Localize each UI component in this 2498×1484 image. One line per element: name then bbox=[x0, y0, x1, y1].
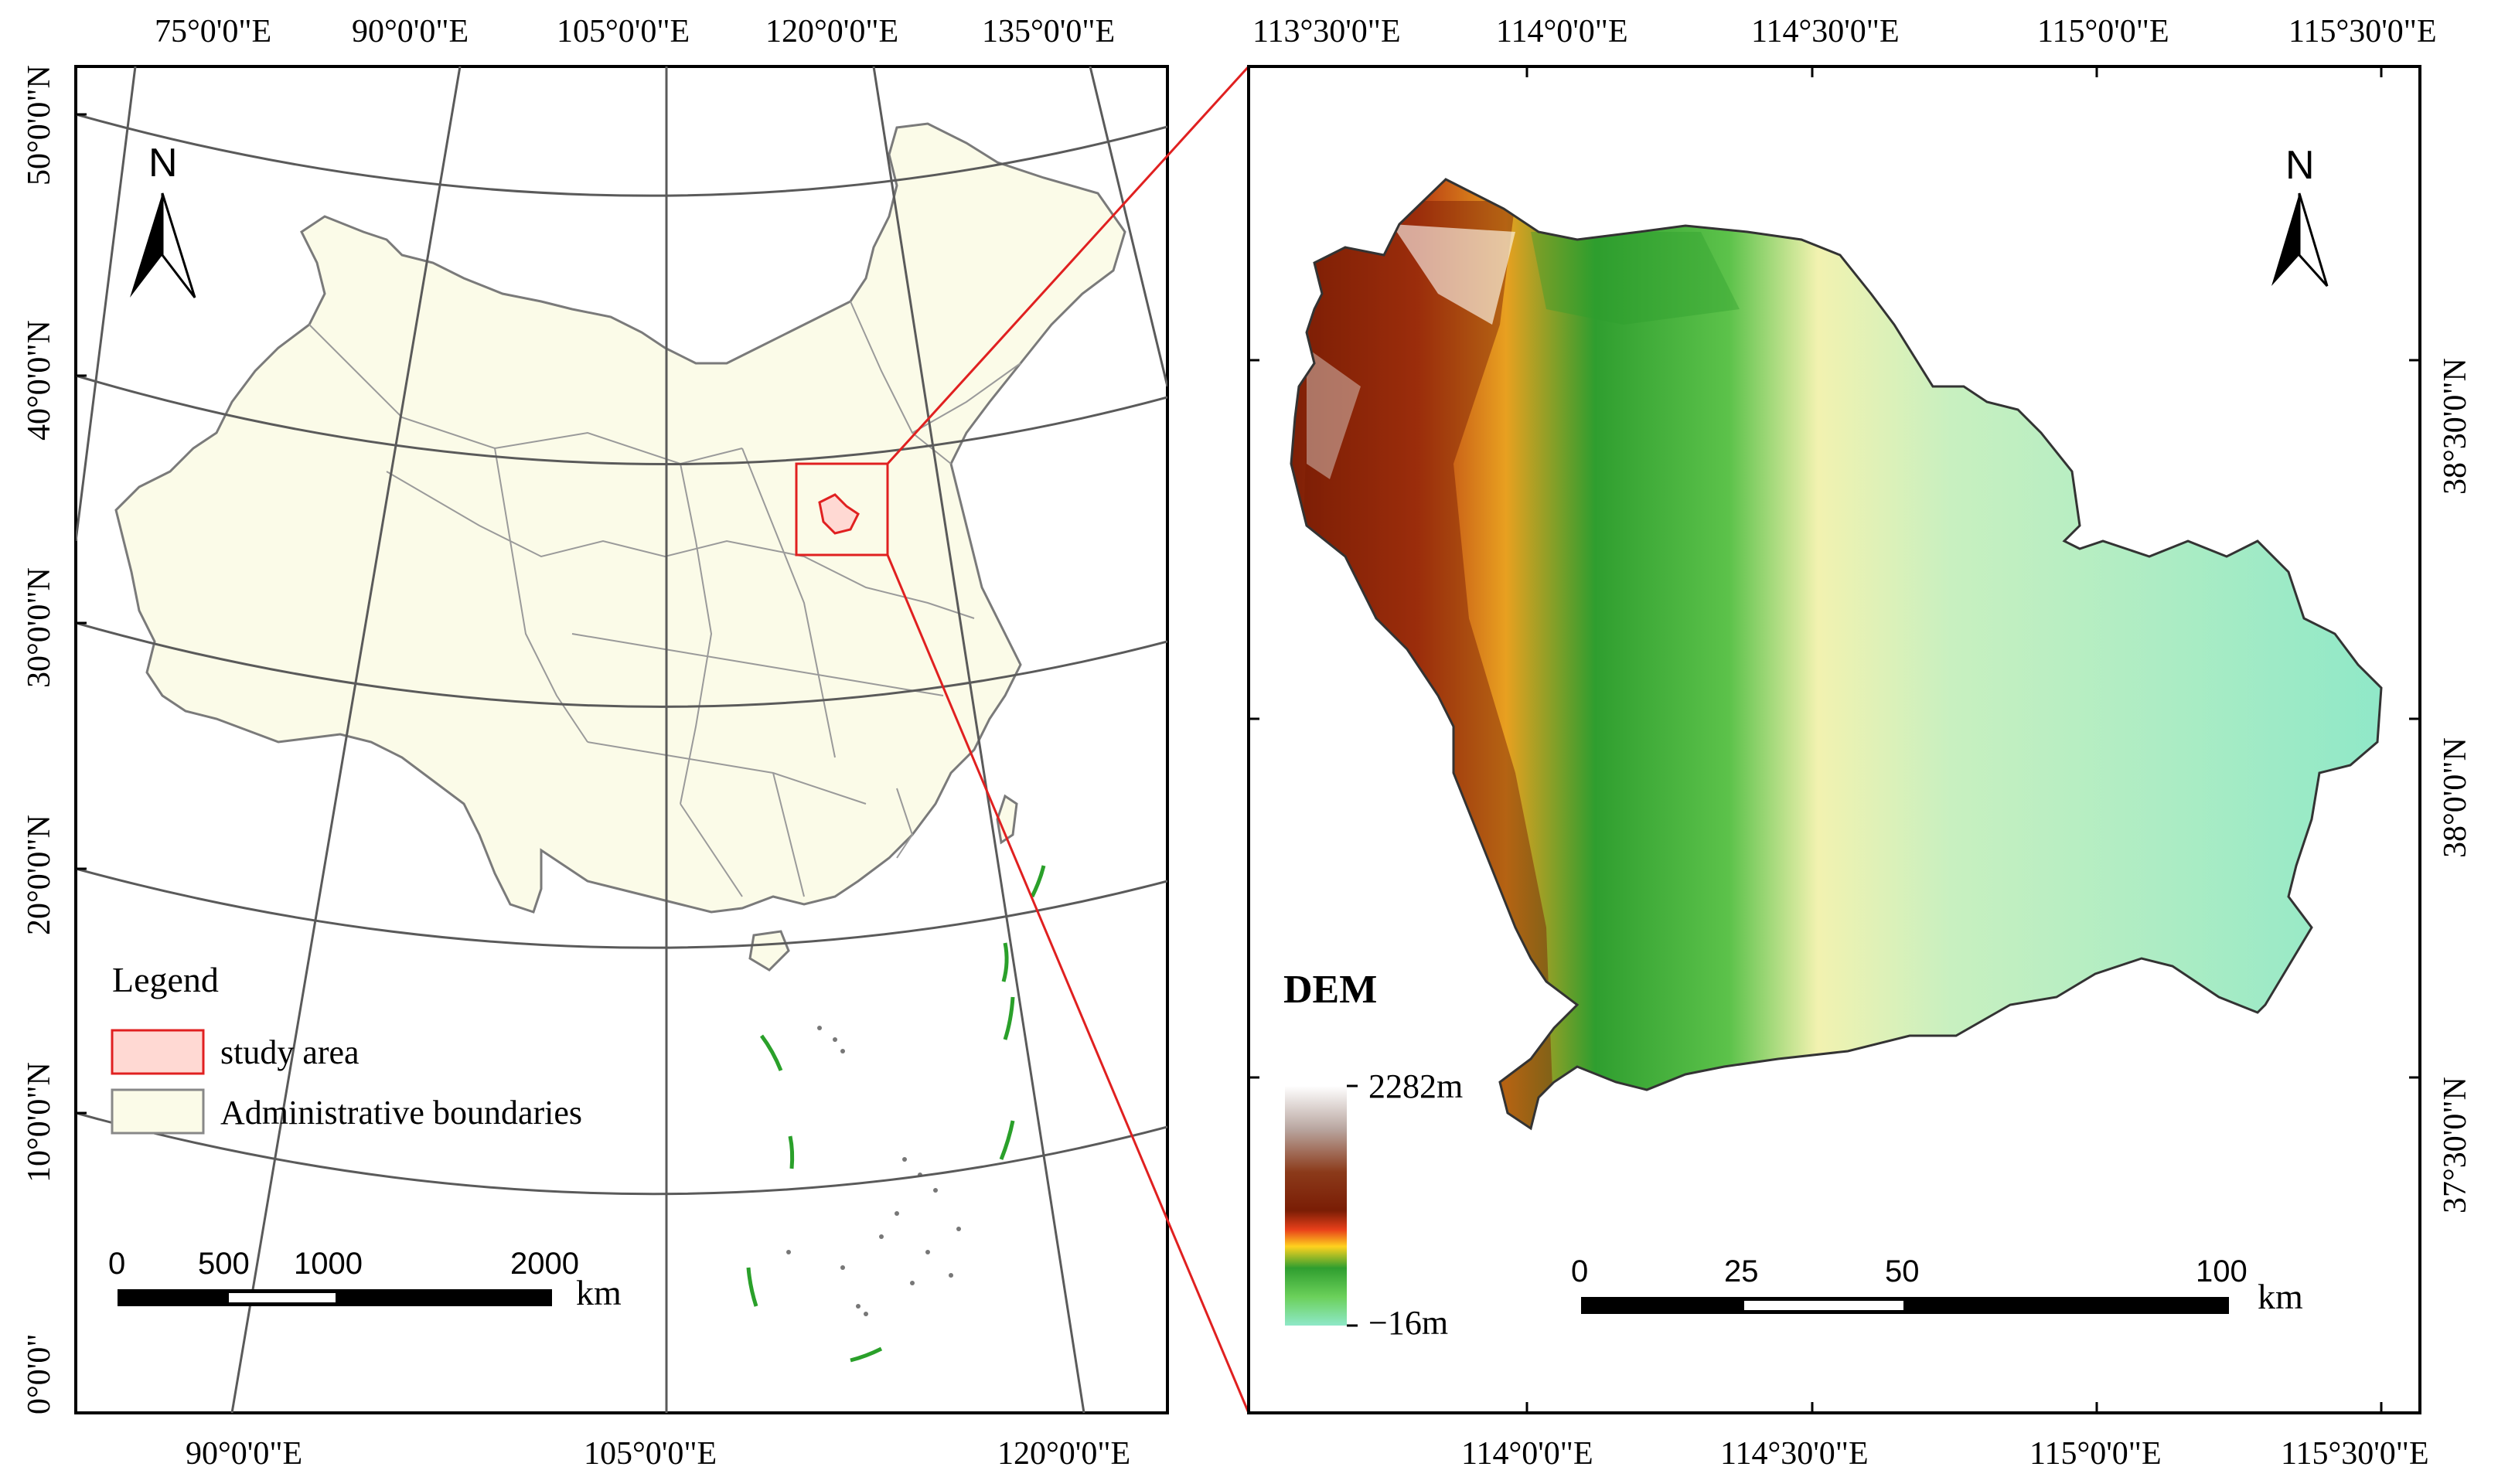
zoom-connector-top bbox=[886, 65, 1250, 465]
left-lat-label-50n: 50°0'0"N bbox=[22, 65, 57, 186]
left-scale-tick-2000: 2000 bbox=[510, 1247, 579, 1281]
right-scale-tick-100: 100 bbox=[2196, 1254, 2248, 1288]
right-scale-bar bbox=[1581, 1297, 2229, 1314]
right-bottom-label-115e: 115°0'0"E bbox=[2029, 1436, 2162, 1472]
south-sea-islands bbox=[746, 865, 1046, 1363]
right-top-label-115e: 115°0'0"E bbox=[2037, 14, 2169, 49]
right-top-label-114-30e: 114°30'0"E bbox=[1751, 14, 1900, 49]
right-bottom-label-114-30e: 114°30'0"E bbox=[1720, 1436, 1869, 1472]
dem-legend-title: DEM bbox=[1283, 968, 1378, 1012]
left-top-label-135e: 135°0'0"E bbox=[982, 14, 1116, 49]
right-top-label-114e: 114°0'0"E bbox=[1496, 14, 1628, 49]
left-top-label-90e: 90°0'0"E bbox=[352, 14, 469, 49]
left-bottom-label-120e: 120°0'0"E bbox=[997, 1436, 1131, 1472]
legend-title: Legend bbox=[112, 960, 219, 999]
right-north-arrow bbox=[2271, 192, 2329, 288]
right-top-label-113-30e: 113°30'0"E bbox=[1252, 14, 1401, 49]
zoom-connector-bottom bbox=[886, 554, 1250, 1414]
province-boundaries bbox=[308, 301, 1021, 897]
right-north-label: N bbox=[2285, 143, 2315, 188]
left-scale-unit: km bbox=[576, 1273, 622, 1312]
left-top-label-105e: 105°0'0"E bbox=[557, 14, 690, 49]
legend-label-study-area: study area bbox=[220, 1033, 360, 1071]
left-map-content bbox=[76, 66, 1167, 1413]
right-lat-label-38-30n: 38°30'0"N bbox=[2438, 358, 2473, 495]
south-sea-dots bbox=[786, 1026, 961, 1316]
right-lat-label-37-30n: 37°30'0"N bbox=[2438, 1077, 2473, 1213]
left-bottom-label-105e: 105°0'0"E bbox=[584, 1436, 717, 1472]
right-bottom-label-115-30e: 115°30'0"E bbox=[2281, 1436, 2429, 1472]
left-lat-label-0: 0°0'0" bbox=[22, 1333, 57, 1414]
left-scale-tick-0: 0 bbox=[108, 1247, 126, 1281]
legend-swatch-admin bbox=[111, 1088, 205, 1135]
right-scale-unit: km bbox=[2258, 1277, 2303, 1316]
left-lat-label-20n: 20°0'0"N bbox=[22, 815, 57, 935]
hainan-island bbox=[748, 930, 790, 972]
left-bottom-label-90e: 90°0'0"E bbox=[186, 1436, 303, 1472]
left-scale-tick-500: 500 bbox=[198, 1247, 250, 1281]
right-scale-tick-25: 25 bbox=[1724, 1254, 1759, 1288]
left-graticule bbox=[76, 66, 1167, 1413]
dem-legend-min: −16m bbox=[1368, 1304, 1449, 1342]
legend-label-admin: Administrative boundaries bbox=[220, 1094, 583, 1132]
study-area-shape bbox=[818, 493, 860, 535]
left-frame-ticks bbox=[76, 113, 87, 1115]
dem-legend-max: 2282m bbox=[1368, 1067, 1464, 1105]
left-scale-bar bbox=[118, 1289, 552, 1306]
left-lat-label-30n: 30°0'0"N bbox=[22, 567, 57, 688]
left-top-label-120e: 120°0'0"E bbox=[765, 14, 899, 49]
left-lat-label-40n: 40°0'0"N bbox=[22, 320, 57, 441]
right-scale-tick-0: 0 bbox=[1571, 1254, 1589, 1288]
left-top-label-75e: 75°0'0"E bbox=[155, 14, 272, 49]
study-area-box bbox=[795, 462, 889, 556]
right-lat-label-38n: 38°0'0"N bbox=[2438, 737, 2473, 858]
left-north-arrow bbox=[130, 192, 196, 298]
legend-swatch-study-area bbox=[111, 1029, 205, 1075]
right-top-label-115-30e: 115°30'0"E bbox=[2288, 14, 2437, 49]
right-bottom-label-114e: 114°0'0"E bbox=[1461, 1436, 1593, 1472]
left-scale-tick-1000: 1000 bbox=[294, 1247, 363, 1281]
left-north-label: N bbox=[148, 141, 178, 186]
china-landmass bbox=[114, 122, 1126, 914]
dem-color-ramp bbox=[1285, 1086, 1347, 1326]
right-frame-ticks bbox=[1249, 66, 2420, 1413]
right-scale-tick-50: 50 bbox=[1885, 1254, 1920, 1288]
left-lat-label-10n: 10°0'0"N bbox=[22, 1062, 57, 1183]
